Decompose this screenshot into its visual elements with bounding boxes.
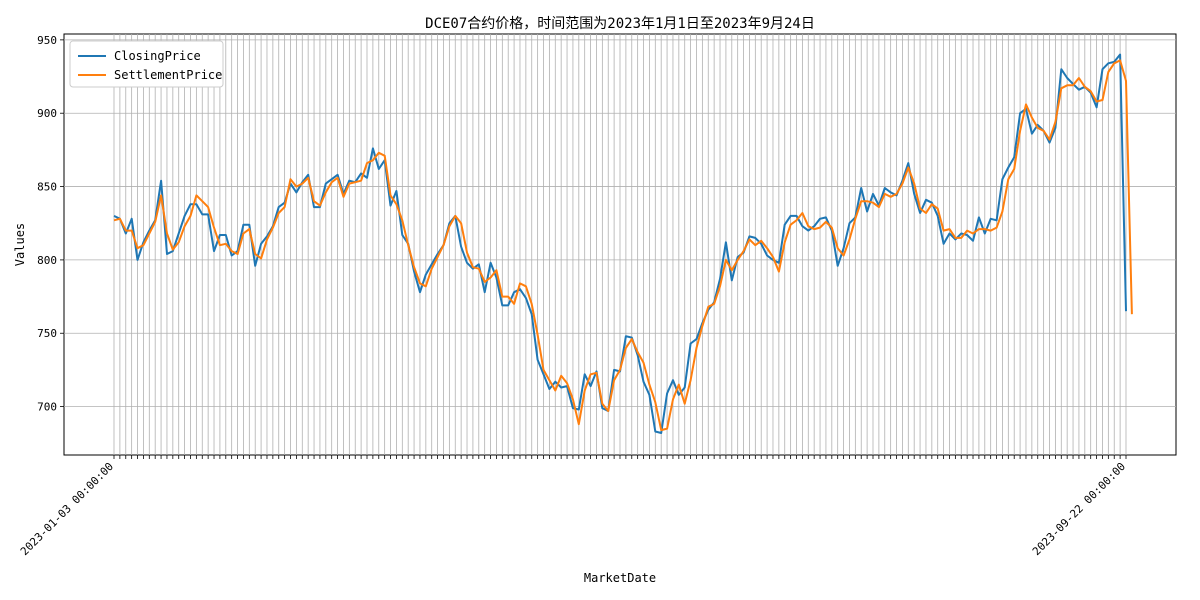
y-tick-label: 750 (37, 327, 57, 340)
y-ticks: 700 750 800 850 900 950 (37, 34, 64, 414)
y-tick-label: 700 (37, 401, 57, 414)
legend-items: ClosingPrice SettlementPrice (78, 49, 222, 82)
legend-label: ClosingPrice (114, 49, 201, 63)
y-grid (64, 39, 1176, 407)
y-axis-label: Values (13, 223, 27, 266)
x-ticks: 2023-01-03 00:00:00 2023-09-22 00:00:00 (18, 455, 1128, 558)
chart-title: DCE07合约价格，时间范围为2023年1月1日至2023年9月24日 (425, 15, 815, 32)
series-layer (113, 53, 1133, 434)
legend-box (69, 40, 224, 88)
x-tick-label: 2023-01-03 00:00:00 (18, 460, 116, 558)
y-tick-label: 850 (37, 181, 57, 194)
legend-label: SettlementPrice (114, 68, 222, 82)
series-line-settlementprice (113, 59, 1133, 432)
x-tick-label: 2023-09-22 00:00:00 (1030, 460, 1128, 558)
y-tick-label: 900 (37, 107, 57, 120)
x-axis-label: MarketDate (584, 571, 656, 585)
legend: ClosingPrice SettlementPrice (69, 40, 224, 88)
y-tick-label: 800 (37, 254, 57, 267)
y-tick-label: 950 (37, 34, 57, 47)
